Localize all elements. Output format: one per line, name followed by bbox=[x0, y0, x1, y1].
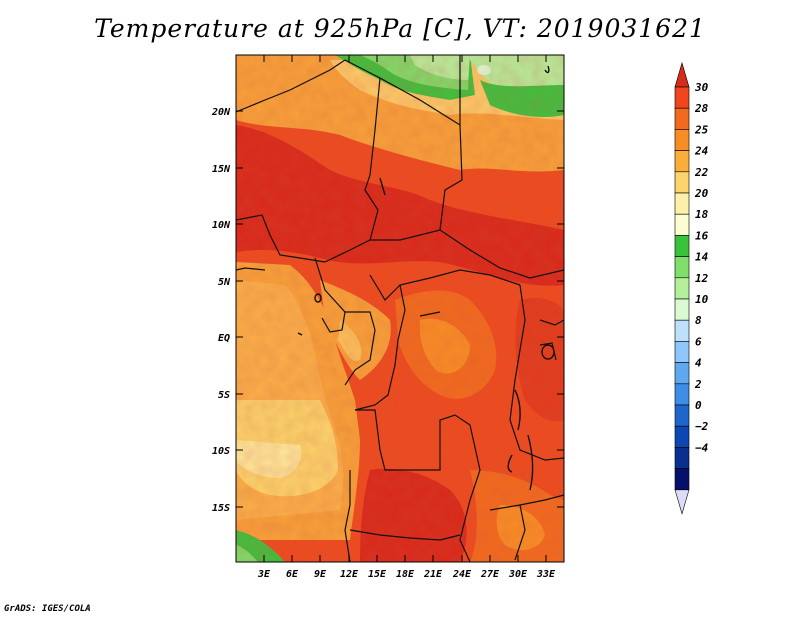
lon-label: 12E bbox=[340, 569, 359, 580]
map-frame bbox=[235, 54, 565, 563]
colorbar-label: 28 bbox=[694, 102, 709, 115]
colorbar-label: 8 bbox=[695, 314, 702, 327]
colorbar-segment bbox=[674, 362, 690, 385]
colorbar-label: 0 bbox=[695, 399, 702, 412]
colorbar-label: 6 bbox=[695, 335, 702, 348]
colorbar-segment bbox=[674, 319, 690, 342]
lat-label: EQ bbox=[218, 333, 230, 344]
colorbar-segment bbox=[674, 171, 690, 194]
colorbar-label: 2 bbox=[694, 378, 702, 391]
lon-label: 27E bbox=[480, 569, 500, 580]
colorbar-segment bbox=[674, 256, 690, 279]
lon-label: 3E bbox=[257, 569, 271, 580]
colorbar-label: 25 bbox=[694, 123, 709, 136]
colorbar-label: −4 bbox=[695, 441, 709, 454]
colorbar-segment bbox=[674, 107, 690, 130]
colorbar-segment bbox=[674, 235, 690, 257]
lon-label: 30E bbox=[508, 569, 528, 580]
country-boundaries bbox=[236, 55, 564, 562]
grads-credit: GrADS: IGES/COLA bbox=[4, 604, 91, 614]
lat-label: 15N bbox=[212, 164, 231, 175]
temperature-field bbox=[236, 55, 564, 562]
colorbar-segment bbox=[674, 213, 690, 236]
colorbar-segment bbox=[674, 404, 690, 427]
colorbar-segment bbox=[674, 129, 690, 151]
colorbar-segment bbox=[674, 86, 690, 109]
colorbar-segment bbox=[674, 425, 690, 448]
colorbar-segment bbox=[674, 150, 690, 173]
lat-label: 5N bbox=[218, 277, 231, 288]
lon-label: 21E bbox=[423, 569, 443, 580]
colorbar-segment bbox=[674, 447, 690, 469]
lon-label: 15E bbox=[368, 569, 387, 580]
colorbar-label: 24 bbox=[694, 145, 709, 158]
colorbar-label: 16 bbox=[695, 229, 709, 242]
colorbar-segment bbox=[674, 341, 690, 363]
colorbar-segment bbox=[674, 298, 690, 321]
colorbar-label: 4 bbox=[695, 357, 702, 370]
colorbar-label: −2 bbox=[695, 420, 709, 433]
lon-label: 24E bbox=[452, 569, 472, 580]
lon-label: 6E bbox=[286, 569, 299, 580]
lat-label: 10N bbox=[212, 220, 231, 231]
colorbar-segment bbox=[674, 468, 690, 491]
lat-label: 15S bbox=[212, 503, 230, 514]
colorbar-label: 22 bbox=[694, 166, 709, 179]
lon-ticks bbox=[263, 55, 547, 562]
lat-labels: 20N 15N 10N 5N EQ 5S 10S 15S bbox=[211, 107, 231, 514]
colorbar-cap-top bbox=[674, 61, 690, 88]
lon-label: 33E bbox=[536, 569, 556, 580]
colorbar-label: 10 bbox=[695, 293, 709, 306]
colorbar-label: 18 bbox=[695, 208, 709, 221]
lat-label: 20N bbox=[211, 107, 231, 118]
colorbar-label: 12 bbox=[695, 272, 709, 285]
map-title: Temperature at 925hPa [C], VT: 201903162… bbox=[94, 14, 706, 43]
lon-labels: 3E 6E 9E 12E 15E 18E 21E 24E 27E 30E 33E bbox=[257, 569, 556, 580]
lat-label: 5S bbox=[218, 390, 230, 401]
colorbar-segment bbox=[674, 192, 690, 215]
colorbar-cap-bottom bbox=[674, 489, 690, 515]
colorbar-label: 14 bbox=[695, 251, 709, 264]
lat-label: 10S bbox=[212, 446, 230, 457]
lon-label: 9E bbox=[314, 569, 327, 580]
lakes bbox=[297, 65, 555, 491]
lat-ticks bbox=[236, 110, 564, 508]
colorbar-label: 30 bbox=[694, 81, 709, 94]
colorbar-label: 20 bbox=[694, 187, 709, 200]
lon-label: 18E bbox=[396, 569, 415, 580]
colorbar-segment bbox=[674, 277, 690, 300]
colorbar-segment bbox=[674, 383, 690, 406]
